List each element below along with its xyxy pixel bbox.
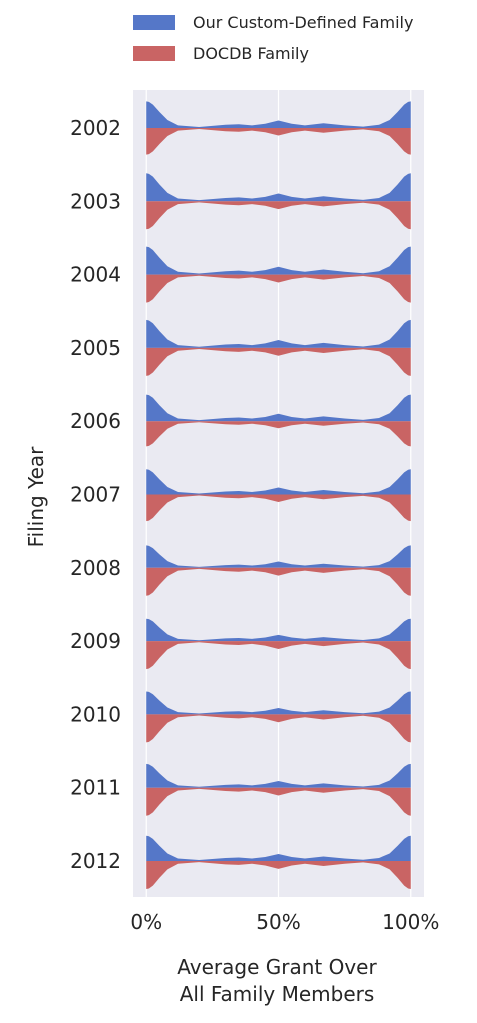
violin-half-custom-family [146,246,411,275]
violin-half-docdb-family [146,347,411,376]
y-tick-label: 2003 [70,189,121,213]
violin-half-custom-family [146,618,411,642]
x-tick-label: 50% [256,910,300,934]
y-tick-label: 2006 [70,409,121,433]
violin-half-docdb-family [146,421,411,447]
y-tick-label: 2012 [70,849,121,873]
violin-half-docdb-family [146,494,411,522]
violins [146,101,411,889]
legend-swatch-docdb-family [133,46,175,61]
y-tick-label: 2009 [70,629,121,653]
y-tick-labels: 2002 2003 2004 2005 2006 2007 2008 2009 2010 2011… [70,116,121,873]
violin-half-custom-family [146,763,411,788]
y-tick-label: 2004 [70,263,121,287]
violin-half-custom-family [146,835,411,861]
violin-half-custom-family [146,469,411,495]
violin-half-docdb-family [146,128,411,155]
x-axis-label-line1: Average Grant Over [177,955,377,979]
violin-half-custom-family [146,101,411,128]
legend-label-custom-family: Our Custom-Defined Family [193,13,413,32]
violin-half-docdb-family [146,274,411,303]
x-axis-label-line2: All Family Members [180,982,375,1006]
x-tick-labels: 0% 50% 100% [130,910,439,934]
violin-half-docdb-family [146,714,411,743]
violin-half-docdb-family [146,787,411,816]
legend: Our Custom-Defined Family DOCDB Family [133,13,413,63]
violin-half-docdb-family [146,861,411,889]
y-tick-label: 2007 [70,483,121,507]
violin-half-custom-family [146,394,411,422]
y-tick-label: 2002 [70,116,121,140]
x-tick-label: 0% [130,910,162,934]
violin-half-custom-family [146,173,411,202]
x-tick-label: 100% [382,910,439,934]
violin-half-custom-family [146,545,411,568]
violin-half-docdb-family [146,201,411,230]
y-tick-label: 2005 [70,336,121,360]
y-tick-label: 2010 [70,702,121,726]
legend-swatch-custom-family [133,15,175,30]
violin-half-custom-family [146,691,411,715]
violin-half-docdb-family [146,641,411,670]
y-tick-label: 2011 [70,776,121,800]
y-axis-label: Filing Year [24,446,48,548]
violin-half-docdb-family [146,567,411,596]
violin-half-custom-family [146,319,411,348]
y-tick-label: 2008 [70,556,121,580]
legend-label-docdb-family: DOCDB Family [193,44,309,63]
